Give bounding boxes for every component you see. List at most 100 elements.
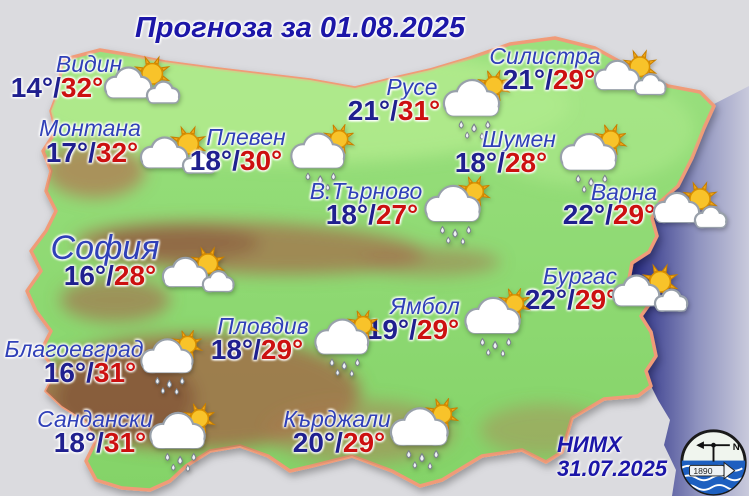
temp-high: 29° (416, 314, 460, 345)
city-temps: 18°/29° (211, 336, 303, 364)
city-temps: 16°/31° (44, 359, 136, 387)
temp-high: 30° (239, 145, 283, 176)
temp-low: 22° (562, 199, 606, 230)
city-temps: 21°/29° (503, 66, 595, 94)
temp-separator: / (232, 145, 240, 176)
temp-high: 29° (260, 334, 304, 365)
temp-low: 16° (43, 357, 87, 388)
org-name: НИМХ (557, 432, 622, 457)
temp-low: 18° (325, 199, 369, 230)
temp-high: 29° (574, 284, 618, 315)
city-temps: 18°/31° (54, 429, 146, 457)
sun-rain-icon (383, 396, 469, 471)
temp-high: 31° (93, 357, 137, 388)
temp-low: 18° (454, 147, 498, 178)
sun-rain-icon (308, 308, 388, 378)
city-name: Сандански (37, 406, 153, 432)
temp-separator: / (497, 147, 505, 178)
temp-high: 31° (397, 95, 441, 126)
temp-separator: / (86, 357, 94, 388)
city-name: Монтана (39, 115, 141, 141)
city-name: Шумен (482, 126, 556, 152)
temp-separator: / (335, 427, 343, 458)
temp-separator: / (88, 137, 96, 168)
sun-rain-icon (418, 174, 500, 246)
city-name: Кърджали (283, 406, 391, 432)
temp-separator: / (605, 199, 613, 230)
temp-separator: / (545, 64, 553, 95)
temp-high: 29° (342, 427, 386, 458)
temp-low: 17° (45, 137, 89, 168)
temp-low: 21° (347, 95, 391, 126)
city-temps: 18°/30° (190, 147, 282, 175)
city-temps: 20°/29° (293, 429, 385, 457)
temp-low: 14° (10, 72, 54, 103)
logo-year-arrow: 1890 (689, 461, 736, 480)
logo-year: 1890 (693, 466, 712, 476)
city-name: София (50, 229, 160, 267)
city-temps: 18°/27° (326, 201, 418, 229)
relief-shading (30, 47, 695, 464)
page-title: Прогноза за 01.08.2025 (134, 12, 466, 44)
black-sea (629, 86, 749, 496)
city-name: Пловдив (217, 313, 309, 339)
temp-low: 18° (53, 427, 97, 458)
sun-rain-icon (134, 328, 212, 396)
temp-low: 18° (189, 145, 233, 176)
partly-cloudy-icon (593, 46, 672, 105)
temp-separator: / (368, 199, 376, 230)
logo-north-letter: N (733, 442, 740, 453)
temp-high: 28° (113, 260, 157, 291)
sun-rain-icon (436, 68, 520, 141)
city-name: Ямбол (390, 293, 460, 319)
city-temps: 21°/31° (348, 97, 440, 125)
temp-high: 27° (375, 199, 419, 230)
partly-cloudy-icon (103, 52, 186, 114)
temp-high: 29° (612, 199, 656, 230)
temp-separator: / (409, 314, 417, 345)
partly-cloudy-icon (161, 243, 240, 302)
city-temps: 22°/29° (563, 201, 655, 229)
city-name: Плевен (206, 124, 286, 150)
sun-rain-icon (284, 122, 364, 192)
temp-low: 18° (210, 334, 254, 365)
sun-rain-icon (143, 401, 225, 473)
temp-separator: / (390, 95, 398, 126)
temp-high: 28° (504, 147, 548, 178)
city-name: В.Търново (309, 178, 423, 204)
sun-rain-icon (553, 122, 637, 195)
temp-low: 21° (502, 64, 546, 95)
city-temps: 14°/32° (11, 74, 103, 102)
nimh-logo: N 1890 (677, 426, 749, 496)
city-name: Силистра (489, 43, 601, 69)
city-temps: 16°/28° (64, 262, 156, 290)
city-name: Благоевград (4, 336, 144, 362)
partly-cloudy-icon (652, 178, 733, 238)
issue-date: 31.07.2025 (557, 456, 668, 481)
temp-low: 20° (292, 427, 336, 458)
temp-low: 16° (63, 260, 107, 291)
temp-high: 32° (60, 72, 104, 103)
city-temps: 17°/32° (46, 139, 138, 167)
city-temps: 18°/28° (455, 149, 547, 177)
temp-low: 22° (524, 284, 568, 315)
city-name: Варна (590, 179, 658, 205)
issuer-block: НИМХ 31.07.2025 (557, 433, 667, 481)
sun-rain-icon (458, 286, 540, 358)
temp-separator: / (567, 284, 575, 315)
temp-separator: / (106, 260, 114, 291)
temp-high: 32° (95, 137, 139, 168)
partly-cloudy-icon (139, 122, 222, 184)
temp-separator: / (53, 72, 61, 103)
city-name: Бургас (542, 263, 618, 289)
temp-separator: / (253, 334, 261, 365)
temp-high: 29° (552, 64, 596, 95)
city-temps: 22°/29° (525, 286, 617, 314)
partly-cloudy-icon (611, 260, 694, 322)
wind-vane-icon (696, 441, 730, 462)
temp-separator: / (96, 427, 104, 458)
temp-high: 31° (103, 427, 147, 458)
city-name: Русе (386, 74, 438, 100)
city-name: Видин (55, 51, 123, 77)
